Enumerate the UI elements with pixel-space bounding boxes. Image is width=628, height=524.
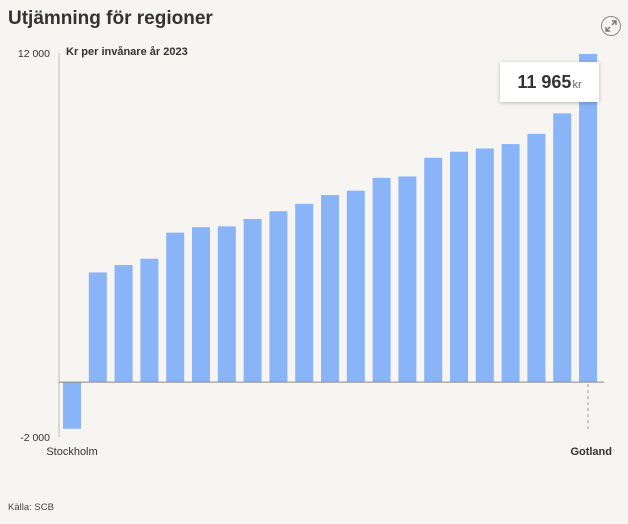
expand-arrows-icon	[605, 20, 617, 32]
bar	[192, 227, 210, 383]
tooltip-value: 11 965	[517, 71, 572, 92]
value-tooltip: 11 965 kr	[500, 62, 599, 102]
expand-button[interactable]	[601, 16, 621, 36]
bar	[424, 157, 443, 383]
bar	[217, 226, 236, 383]
bar	[579, 53, 597, 383]
bar	[501, 144, 520, 383]
bar	[346, 190, 365, 383]
bar	[527, 133, 546, 383]
bar	[372, 177, 391, 383]
bar	[88, 272, 107, 383]
bar	[321, 195, 339, 383]
bar	[166, 232, 185, 383]
chart-title: Utjämning för regioner	[8, 8, 213, 29]
bar	[553, 113, 572, 383]
bar	[140, 258, 159, 383]
y-tick-label: 12 000	[18, 48, 50, 60]
bar	[243, 218, 262, 383]
bar	[295, 203, 314, 383]
bar	[450, 151, 468, 383]
chart-subtitle: Kr per invånare år 2023	[66, 46, 188, 58]
bar	[398, 176, 417, 383]
tooltip-unit: kr	[572, 79, 582, 91]
x-label-last: Gotland	[570, 446, 612, 458]
bar	[475, 148, 494, 383]
bar	[63, 382, 81, 429]
bar	[269, 211, 288, 383]
bar	[114, 265, 133, 383]
x-label-first: Stockholm	[46, 446, 97, 458]
source-note: Källa: SCB	[8, 502, 54, 513]
y-tick-label: -2 000	[20, 432, 50, 444]
